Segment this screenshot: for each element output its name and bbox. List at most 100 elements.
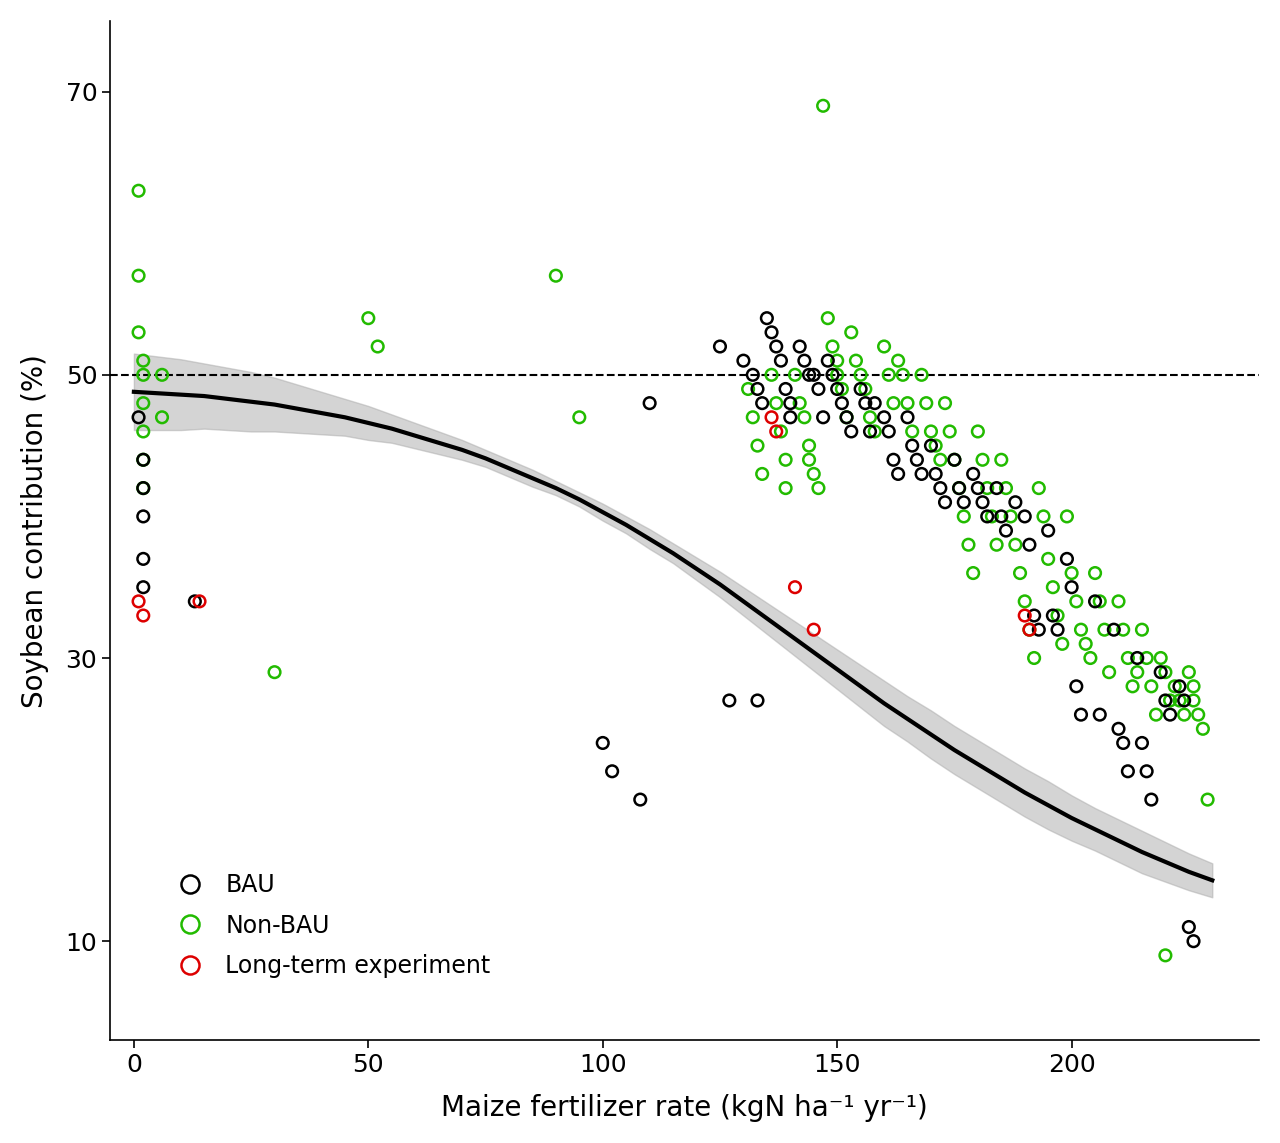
Point — [762, 323, 782, 342]
Point — [874, 337, 895, 355]
Point — [790, 394, 810, 413]
Point — [1019, 536, 1039, 554]
Point — [855, 394, 876, 413]
Point — [1160, 692, 1180, 710]
Point — [1123, 677, 1143, 695]
Point — [1169, 677, 1189, 695]
Point — [813, 408, 833, 426]
Point — [925, 465, 946, 483]
Point — [133, 550, 154, 568]
Point — [1188, 705, 1208, 724]
Point — [906, 450, 927, 469]
Point — [133, 607, 154, 625]
Point — [799, 450, 819, 469]
Point — [977, 479, 997, 497]
Point — [874, 408, 895, 426]
Point — [1033, 507, 1053, 526]
Point — [808, 479, 828, 497]
Point — [1132, 734, 1152, 752]
Point — [945, 450, 965, 469]
Point — [133, 507, 154, 526]
Point — [864, 394, 884, 413]
Point — [1108, 592, 1129, 610]
Point — [1126, 663, 1147, 681]
Point — [1117, 762, 1138, 781]
Point — [850, 379, 870, 398]
Point — [152, 366, 173, 384]
Point — [911, 465, 932, 483]
Point — [1071, 621, 1092, 639]
Point — [1052, 634, 1073, 653]
Point — [128, 266, 148, 285]
Point — [948, 479, 969, 497]
Point — [1089, 705, 1110, 724]
Point — [916, 394, 937, 413]
Point — [1080, 649, 1101, 668]
Point — [790, 337, 810, 355]
Point — [892, 366, 913, 384]
Point — [1112, 734, 1133, 752]
Point — [1183, 932, 1203, 950]
Point — [878, 422, 899, 440]
Point — [640, 394, 660, 413]
Point — [911, 366, 932, 384]
Point — [897, 408, 918, 426]
Point — [878, 366, 899, 384]
Point — [808, 379, 828, 398]
Point — [1151, 663, 1171, 681]
Point — [1137, 762, 1157, 781]
Point — [827, 366, 847, 384]
Point — [1183, 692, 1203, 710]
Point — [1197, 791, 1217, 809]
Point — [860, 408, 881, 426]
Point — [925, 437, 946, 455]
Point — [1103, 621, 1124, 639]
Point — [864, 422, 884, 440]
Point — [1019, 621, 1039, 639]
Point — [973, 450, 993, 469]
Point — [822, 366, 842, 384]
Point — [570, 408, 590, 426]
Point — [1043, 578, 1064, 597]
Point — [1029, 621, 1050, 639]
Point — [948, 479, 969, 497]
Point — [1165, 677, 1185, 695]
Point — [133, 422, 154, 440]
Point — [934, 394, 955, 413]
Point — [1057, 507, 1078, 526]
Point — [776, 479, 796, 497]
Point — [1108, 720, 1129, 738]
Point — [987, 536, 1007, 554]
Point — [133, 394, 154, 413]
Point — [883, 450, 904, 469]
Point — [1043, 607, 1064, 625]
Point — [1038, 550, 1059, 568]
Point — [1015, 507, 1036, 526]
Point — [785, 366, 805, 384]
Point — [1047, 621, 1068, 639]
Point — [742, 366, 763, 384]
X-axis label: Maize fertilizer rate (kgN ha⁻¹ yr⁻¹): Maize fertilizer rate (kgN ha⁻¹ yr⁻¹) — [442, 1094, 928, 1122]
Point — [832, 394, 852, 413]
Point — [1024, 649, 1044, 668]
Point — [977, 507, 997, 526]
Point — [794, 352, 814, 370]
Point — [940, 422, 960, 440]
Point — [1010, 563, 1030, 582]
Point — [630, 791, 650, 809]
Point — [1112, 621, 1133, 639]
Point — [264, 663, 284, 681]
Point — [733, 352, 754, 370]
Point — [902, 437, 923, 455]
Point — [841, 323, 861, 342]
Point — [836, 408, 856, 426]
Point — [133, 450, 154, 469]
Point — [1155, 946, 1175, 965]
Point — [794, 408, 814, 426]
Point — [751, 465, 772, 483]
Point — [991, 450, 1011, 469]
Point — [765, 337, 786, 355]
Point — [832, 379, 852, 398]
Point — [780, 408, 800, 426]
Point — [133, 578, 154, 597]
